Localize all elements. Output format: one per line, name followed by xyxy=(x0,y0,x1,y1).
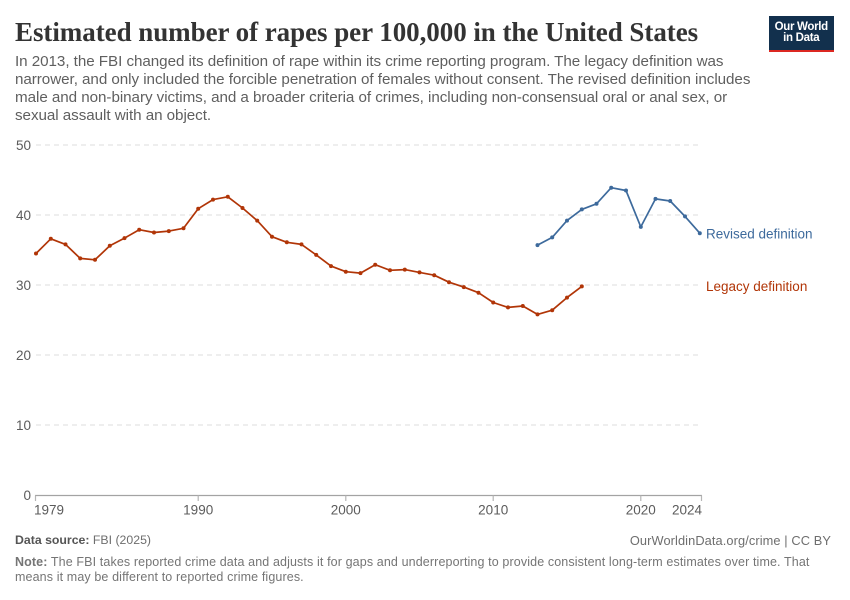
svg-text:2020: 2020 xyxy=(626,503,656,518)
svg-text:Revised definition: Revised definition xyxy=(706,227,813,242)
svg-text:40: 40 xyxy=(16,208,31,223)
svg-text:30: 30 xyxy=(16,278,31,293)
svg-text:2000: 2000 xyxy=(331,503,361,518)
svg-text:2010: 2010 xyxy=(478,503,508,518)
svg-text:Legacy definition: Legacy definition xyxy=(706,279,807,294)
svg-text:2024: 2024 xyxy=(672,503,703,518)
svg-text:0: 0 xyxy=(23,488,31,503)
svg-text:1979: 1979 xyxy=(34,503,64,518)
svg-text:20: 20 xyxy=(16,348,31,363)
svg-text:10: 10 xyxy=(16,418,31,433)
svg-text:1990: 1990 xyxy=(183,503,213,518)
svg-text:50: 50 xyxy=(16,138,31,153)
